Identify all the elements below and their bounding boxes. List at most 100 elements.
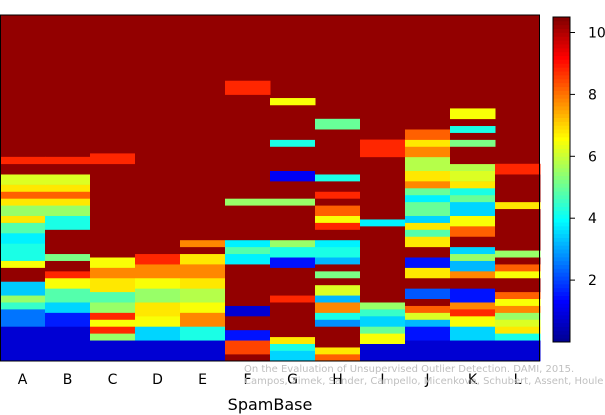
heatmap-cell-J-5 <box>405 298 451 306</box>
colorbar-segment <box>553 280 570 285</box>
colorbar-segment <box>553 330 570 335</box>
heatmap-cell-G-3 <box>270 302 316 338</box>
heatmap-cell-F-0 <box>225 354 271 362</box>
heatmap-cell-L-6 <box>495 298 541 306</box>
heatmap-cell-I-0 <box>360 343 406 362</box>
heatmap-cell-G-13 <box>270 146 316 171</box>
colorbar-segment <box>553 156 570 161</box>
heatmap-cell-C-1 <box>90 333 136 341</box>
heatmap-cell-I-5 <box>360 302 406 310</box>
colorbar-segment <box>553 276 570 281</box>
heatmap-cell-K-24 <box>450 118 496 127</box>
colorbar-segment <box>553 206 570 211</box>
colorbar-segment <box>553 167 570 173</box>
heatmap-cell-J-4 <box>405 305 451 313</box>
heatmap-cell-E-5 <box>180 277 226 289</box>
heatmap-cell-K-5 <box>450 288 496 303</box>
heatmap-cell-J-13 <box>405 222 451 230</box>
colorbar-tick-10: 10 <box>588 26 605 42</box>
heatmap-cell-B-6 <box>45 260 91 272</box>
heatmap-cell-K-15 <box>450 194 496 203</box>
colorbar-segment <box>553 144 570 149</box>
heatmap-cell-E-2 <box>180 312 226 327</box>
heatmap-cell-I-2 <box>360 326 406 334</box>
colorbar-segment <box>553 113 570 118</box>
colorbar-segment <box>553 78 570 84</box>
heatmap-cell-A-2 <box>0 302 46 310</box>
colorbar-segment <box>553 245 570 250</box>
heatmap-cell-K-16 <box>450 188 496 196</box>
heatmap-cell-F-8 <box>225 239 271 248</box>
heatmap-cell-E-10 <box>180 15 226 241</box>
colorbar-segment <box>553 20 570 26</box>
colorbar-segment <box>553 183 570 188</box>
colorbar-segment <box>553 17 570 22</box>
heatmap-cell-J-18 <box>405 181 451 189</box>
heatmap-cell-A-7 <box>0 243 46 261</box>
colorbar-segment <box>553 152 570 157</box>
colorbar-segment <box>553 249 570 254</box>
colorbar-segment <box>553 140 570 146</box>
heatmap-cell-L-14 <box>495 201 541 210</box>
colorbar-segment <box>553 55 570 60</box>
heatmap-cell-A-10 <box>0 215 46 223</box>
x-tick-F: F <box>243 372 251 388</box>
colorbar-segment <box>553 82 570 88</box>
plot-border <box>0 14 540 362</box>
heatmap-cell-A-17 <box>0 156 46 165</box>
heatmap-cell-G-14 <box>270 139 316 147</box>
heatmap-cell-C-4 <box>90 312 136 320</box>
colorbar-segment <box>553 295 570 300</box>
colorbar-segment <box>553 51 570 57</box>
colorbar-segment <box>553 237 570 242</box>
colorbar-segment <box>553 260 570 266</box>
colorbar-segment <box>553 75 570 80</box>
heatmap-cell-D-2 <box>135 316 181 327</box>
heatmap-cell-C-10 <box>90 163 136 258</box>
colorbar-segment <box>553 28 570 33</box>
heatmap-cell-A-0 <box>0 326 46 362</box>
colorbar-segment <box>553 198 570 204</box>
heatmap-cell-I-8 <box>360 15 406 220</box>
heatmap-cell-K-21 <box>450 139 496 147</box>
colorbar-segment <box>553 40 570 45</box>
heatmap-cell-H-13 <box>315 239 361 248</box>
heatmap-cell-A-15 <box>0 174 46 185</box>
heatmap-cell-B-7 <box>45 253 91 261</box>
colorbar-segment <box>553 86 570 91</box>
heatmap-cell-B-4 <box>45 277 91 289</box>
heatmap-cell-K-2 <box>450 316 496 327</box>
heatmap-cell-G-8 <box>270 239 316 248</box>
heatmap-cell-B-15 <box>45 163 91 175</box>
colorbar-segment <box>553 299 570 304</box>
heatmap-cell-I-3 <box>360 316 406 327</box>
heatmap-cell-K-1 <box>450 326 496 341</box>
heatmap-cell-G-11 <box>270 181 316 199</box>
colorbar-segment <box>553 44 570 49</box>
heatmap-cell-K-11 <box>450 236 496 248</box>
heatmap-cell-A-9 <box>0 222 46 234</box>
heatmap-cell-J-12 <box>405 229 451 237</box>
colorbar-tick-labels: 2 4 6 8 10 <box>570 26 605 289</box>
heatmap-cell-F-3 <box>225 316 271 331</box>
colorbar-segment <box>553 338 570 343</box>
heatmap-cell-K-13 <box>450 215 496 227</box>
heatmap-cell-F-2 <box>225 329 271 341</box>
x-tick-labels: A B C D E F G H I J K L <box>18 372 522 388</box>
heatmap-cell-K-17 <box>450 181 496 189</box>
heatmap-cell-L-10 <box>495 264 541 272</box>
heatmap-cell-J-2 <box>405 319 451 327</box>
heatmap-cell-H-2 <box>315 326 361 348</box>
colorbar-segment <box>553 98 570 103</box>
heatmap-cell-B-3 <box>45 288 91 303</box>
heatmap-cell-K-3 <box>450 309 496 317</box>
heatmap-cell-A-14 <box>0 184 46 192</box>
colorbar-segment <box>553 117 570 122</box>
colorbar-segment <box>553 59 570 64</box>
heatmap-cell-J-21 <box>405 146 451 158</box>
colorbar-segment <box>553 47 570 53</box>
heatmap-cell-K-19 <box>450 163 496 171</box>
heatmap-cell-L-16 <box>495 163 541 175</box>
heatmap-cell-J-1 <box>405 326 451 341</box>
colorbar-segment <box>553 334 570 339</box>
